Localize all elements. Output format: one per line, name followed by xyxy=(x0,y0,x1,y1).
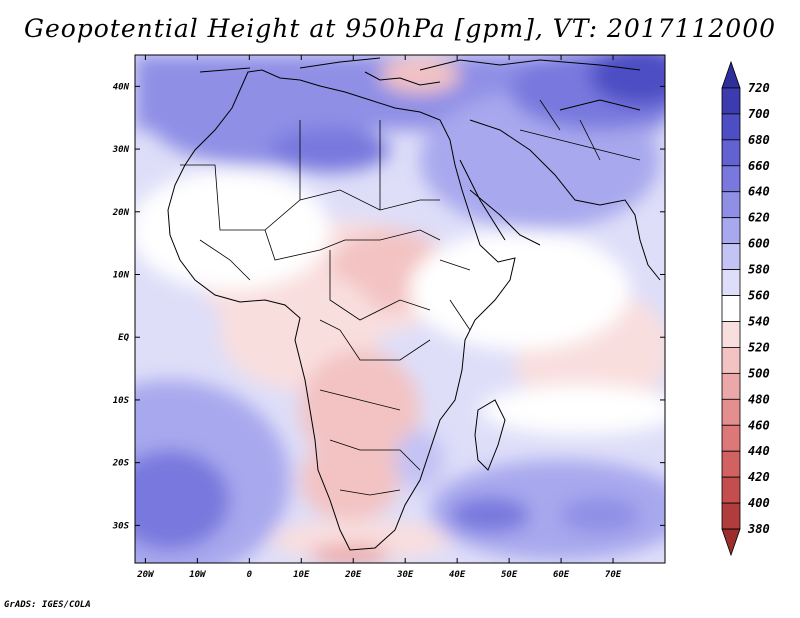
colorbar-arrow-bottom xyxy=(721,528,741,557)
colorbar-label: 620 xyxy=(748,211,770,225)
colorbar-swatch xyxy=(721,139,741,167)
coastlines xyxy=(167,57,661,551)
colorbar-label: 600 xyxy=(748,237,770,251)
colorbar-swatch xyxy=(721,321,741,348)
colorbar-label: 680 xyxy=(748,133,770,147)
colorbar-label: 440 xyxy=(748,444,770,458)
longitude-axis: 20W 10W 0 10E 20E 30E 40E 50E 60E 70E xyxy=(136,55,622,580)
lat-tick-label: 30S xyxy=(112,521,130,531)
colorbar-arrow-top xyxy=(721,60,741,89)
plot-frame xyxy=(134,54,666,564)
colorbar-swatch xyxy=(721,502,741,530)
colorbar-label: 460 xyxy=(748,418,770,432)
height-field xyxy=(135,55,665,563)
colorbar-label: 660 xyxy=(748,159,770,173)
lat-tick-label: EQ xyxy=(118,333,129,343)
lon-tick-label: 40E xyxy=(449,570,466,580)
lat-tick-label: 40N xyxy=(113,82,130,92)
colorbar-label: 380 xyxy=(747,522,770,536)
lon-tick-label: 70E xyxy=(605,570,622,580)
lon-tick-label: 50E xyxy=(501,570,518,580)
colorbar-label: 700 xyxy=(748,107,770,121)
lat-tick-label: 10N xyxy=(113,271,130,281)
colorbar-label: 500 xyxy=(748,366,770,380)
lat-tick-label: 30N xyxy=(112,145,130,155)
colorbar-swatch xyxy=(721,191,741,219)
colorbar-swatch xyxy=(721,398,741,426)
colorbar-swatch xyxy=(721,347,741,374)
colorbar-swatch xyxy=(721,165,741,193)
country-borders xyxy=(180,99,641,496)
lon-tick-label: 20W xyxy=(136,570,155,580)
map-title: Geopotential Height at 950hPa [gpm], VT:… xyxy=(23,14,777,43)
lat-tick-label: 20S xyxy=(112,459,130,469)
colorbar-label: 400 xyxy=(748,496,770,510)
colorbar-swatch xyxy=(721,243,741,270)
colorbar-swatch xyxy=(721,113,741,141)
latitude-axis: 40N 30N 20N 10N EQ 10S 20S 30S xyxy=(112,82,665,531)
colorbar-label: 520 xyxy=(748,340,770,354)
lat-tick-label: 20N xyxy=(112,208,130,218)
colorbar-swatch xyxy=(721,87,741,115)
lon-tick-label: 60E xyxy=(553,570,570,580)
colorbar-swatch xyxy=(721,217,741,245)
grads-credit: GrADS: IGES/COLA xyxy=(4,600,91,610)
colorbar-label: 480 xyxy=(748,392,770,406)
lon-tick-label: 20E xyxy=(344,570,362,580)
colorbar-label: 560 xyxy=(748,289,770,303)
colorbar: 720 700 680 660 640 620 600 580 560 540 520 500 480 4… xyxy=(721,60,770,557)
colorbar-swatch xyxy=(721,476,741,504)
colorbar-label: 420 xyxy=(748,470,770,484)
colorbar-swatch xyxy=(721,269,741,296)
colorbar-swatch xyxy=(721,372,741,400)
lon-tick-label: 0 xyxy=(247,570,253,580)
lon-tick-label: 10W xyxy=(189,570,207,580)
colorbar-label: 640 xyxy=(748,185,770,199)
colorbar-swatch xyxy=(721,424,741,452)
colorbar-swatch xyxy=(721,450,741,478)
lon-tick-label: 30E xyxy=(396,570,414,580)
colorbar-label: 720 xyxy=(748,81,770,95)
lat-tick-label: 10S xyxy=(113,396,130,406)
colorbar-label: 580 xyxy=(748,263,770,277)
lon-tick-label: 10E xyxy=(293,570,310,580)
colorbar-label: 540 xyxy=(748,314,770,328)
colorbar-swatch xyxy=(721,295,741,322)
